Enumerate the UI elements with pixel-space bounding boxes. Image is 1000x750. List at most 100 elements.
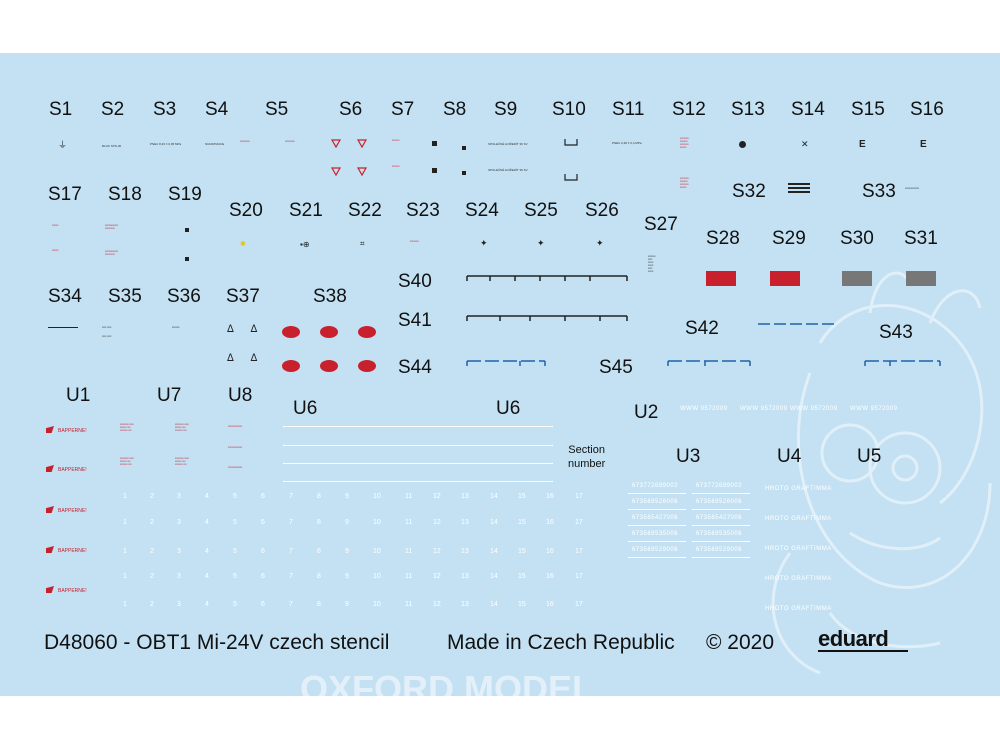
row-number: 14 bbox=[490, 493, 498, 500]
decal-label-s45: S45 bbox=[599, 357, 633, 378]
u3-code: 673569526006 bbox=[632, 499, 679, 505]
row-number: 11 bbox=[405, 519, 413, 526]
decal-label-u3: U3 bbox=[676, 446, 701, 467]
u1-flag bbox=[46, 465, 54, 472]
row-number: 1 bbox=[123, 519, 127, 526]
s22-mark: ⌗ bbox=[360, 239, 365, 248]
row-number: 4 bbox=[205, 601, 209, 608]
decal-label-s42: S42 bbox=[685, 318, 719, 339]
row-number: 13 bbox=[461, 573, 469, 580]
row-number: 16 bbox=[546, 601, 554, 608]
s21-mark: ▪⊕ bbox=[300, 240, 310, 249]
row-number: 16 bbox=[546, 493, 554, 500]
s37-mark-b: ᐃ ᐃ bbox=[227, 353, 258, 364]
row-number: 12 bbox=[433, 573, 441, 580]
u6-line bbox=[283, 426, 553, 427]
decal-label-u1: U1 bbox=[66, 385, 91, 406]
row-number: 3 bbox=[177, 601, 181, 608]
s9-text: SPOLEČNÉ HOŘEDÍT 36 SV bbox=[488, 142, 528, 146]
u3-underline bbox=[628, 541, 686, 542]
scale-lines bbox=[466, 275, 941, 366]
decal-label-s14: S14 bbox=[791, 99, 825, 120]
u3-underline bbox=[692, 525, 750, 526]
row-number: 8 bbox=[317, 548, 321, 555]
row-number: 12 bbox=[433, 519, 441, 526]
u7-text-b: ▪▪▪▪▪▪▪▪ ▪▪▪▪ ▪▪▪▪▪▪ ▪▪▪ ▪▪▪▪▪▪▪ ▪▪▪ bbox=[175, 422, 189, 432]
u7-text-d: ▪▪▪▪▪▪▪▪ ▪▪▪▪ ▪▪▪▪▪▪ ▪▪▪ ▪▪▪▪▪▪▪ ▪▪▪ bbox=[175, 456, 189, 466]
s7-text: ▪▪▪▪▪▪▪ bbox=[392, 138, 400, 142]
row-number: 8 bbox=[317, 519, 321, 526]
decal-label-s25: S25 bbox=[524, 200, 558, 221]
row-number: 12 bbox=[433, 493, 441, 500]
u3-underline bbox=[628, 493, 686, 494]
u3-underline bbox=[692, 493, 750, 494]
row-number: 13 bbox=[461, 519, 469, 526]
row-number: 1 bbox=[123, 601, 127, 608]
s16-mark: E bbox=[920, 139, 927, 150]
eduard-logo: eduard bbox=[818, 626, 908, 652]
u4-text: HROTO GRAFTIMMA bbox=[765, 576, 832, 582]
decal-label-u5: U5 bbox=[857, 446, 882, 467]
decal-label-s7: S7 bbox=[391, 99, 415, 120]
s13-dot bbox=[739, 141, 746, 148]
u1-flag bbox=[46, 506, 54, 513]
decal-label-s27: S27 bbox=[644, 214, 678, 235]
s31-box bbox=[906, 271, 936, 286]
row-number: 8 bbox=[317, 601, 321, 608]
u8-text-b: ▪▪▪▪▪▪▪▪▪▪▪▪▪ bbox=[228, 445, 242, 449]
s33-text: ▪▪▪▪▪▪▪▪▪▪▪▪▪ bbox=[905, 186, 919, 190]
decal-label-s17: S17 bbox=[48, 184, 82, 205]
row-number: 3 bbox=[177, 493, 181, 500]
decal-label-s23: S23 bbox=[406, 200, 440, 221]
row-number: 9 bbox=[345, 548, 349, 555]
decal-label-s15: S15 bbox=[851, 99, 885, 120]
u8-text-c: ▪▪▪▪▪▪▪▪▪▪▪▪▪ bbox=[228, 465, 242, 469]
row-number: 8 bbox=[317, 493, 321, 500]
s6-triangle-icons bbox=[330, 139, 368, 177]
u3-underline bbox=[692, 557, 750, 558]
u8-text: ▪▪▪▪▪▪▪▪▪▪▪▪▪ bbox=[228, 424, 242, 428]
row-number: 7 bbox=[289, 573, 293, 580]
s34-line bbox=[48, 327, 78, 328]
row-number: 10 bbox=[373, 601, 381, 608]
row-number: 13 bbox=[461, 601, 469, 608]
u3-code: 673772699002 bbox=[632, 483, 679, 489]
decal-label-s28: S28 bbox=[706, 228, 740, 249]
u3-code: 673565427006 bbox=[632, 515, 679, 521]
s5-text-b: ▪▪▪▪▪▪▪▪▪ bbox=[285, 139, 295, 143]
row-number: 10 bbox=[373, 573, 381, 580]
decal-label-u4: U4 bbox=[777, 446, 802, 467]
s8-box bbox=[432, 141, 437, 146]
u2-text: WWW 9572009 bbox=[680, 406, 728, 412]
decal-label-s26: S26 bbox=[585, 200, 619, 221]
u3-code: 673569535006 bbox=[696, 531, 743, 537]
decal-label-s33: S33 bbox=[862, 181, 896, 202]
row-number: 6 bbox=[261, 493, 265, 500]
row-number: 17 bbox=[575, 493, 583, 500]
s24-star: ✦ bbox=[480, 238, 488, 248]
u2-text-c: WWW 9572009 bbox=[790, 406, 838, 412]
row-number: 12 bbox=[433, 601, 441, 608]
decal-label-s31: S31 bbox=[904, 228, 938, 249]
u6-line bbox=[283, 463, 553, 464]
row-number: 2 bbox=[150, 601, 154, 608]
u3-underline bbox=[692, 509, 750, 510]
row-number: 10 bbox=[373, 519, 381, 526]
s23-text: ▪▪▪▪▪▪▪▪ bbox=[410, 239, 419, 243]
s18-text: ▪▪▪▪▪▪▪▪▪▪▪▪ ▪▪▪▪▪▪▪▪▪ bbox=[105, 223, 118, 230]
s14-cross: ✕ bbox=[801, 139, 809, 149]
decal-label-s2: S2 bbox=[101, 99, 125, 120]
row-number: 6 bbox=[261, 519, 265, 526]
u6-line bbox=[283, 481, 553, 482]
row-number: 6 bbox=[261, 573, 265, 580]
row-number: 6 bbox=[261, 601, 265, 608]
u3-underline bbox=[692, 541, 750, 542]
row-number: 14 bbox=[490, 519, 498, 526]
row-number: 14 bbox=[490, 601, 498, 608]
decal-label-s35: S35 bbox=[108, 286, 142, 307]
row-number: 5 bbox=[233, 548, 237, 555]
row-number: 10 bbox=[373, 493, 381, 500]
s8-box-b bbox=[432, 168, 437, 173]
copyright-text: © 2020 bbox=[706, 631, 775, 654]
row-number: 2 bbox=[150, 493, 154, 500]
